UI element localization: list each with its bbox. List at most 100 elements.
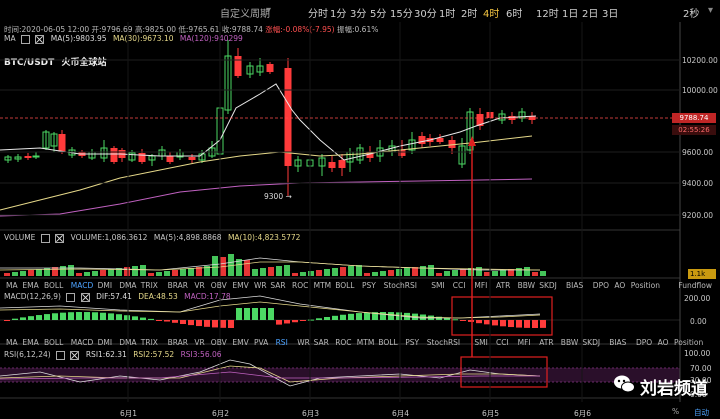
indicator-tab-wr[interactable]: WR — [297, 338, 310, 347]
indicator-tab-boll[interactable]: BOLL — [378, 338, 398, 347]
indicator-tab-obv[interactable]: OBV — [210, 338, 227, 347]
percent-toggle[interactable]: % — [672, 407, 680, 416]
indicator-tab-sar[interactable]: SAR — [313, 338, 329, 347]
interval-5[interactable]: 30分 — [414, 9, 437, 20]
indicator-tab-dma[interactable]: DMA — [119, 338, 137, 347]
interval-12[interactable]: 2日 — [582, 9, 599, 20]
indicator-tab-boll[interactable]: BOLL — [44, 281, 64, 290]
macd-bar — [244, 308, 250, 320]
indicator-tab-vr[interactable]: VR — [194, 281, 205, 290]
volume-bar — [332, 268, 338, 276]
close-icon[interactable] — [70, 350, 80, 360]
rsi3-line — [0, 371, 540, 380]
settings-box-icon[interactable] — [21, 34, 30, 44]
indicator-tab-smi[interactable]: SMI — [474, 338, 488, 347]
interval-11[interactable]: 1日 — [562, 9, 579, 20]
interval-1[interactable]: 1分 — [330, 9, 347, 20]
volume-bar — [428, 265, 434, 276]
rsi-tick-100: 100.00 — [684, 349, 711, 358]
indicator-tab-stochrsi[interactable]: StochRSI — [383, 281, 417, 290]
interval-13[interactable]: 3日 — [602, 9, 619, 20]
indicator-tab-mfi[interactable]: MFI — [474, 281, 488, 290]
indicator-tab-roc[interactable]: ROC — [335, 338, 352, 347]
indicator-tab-ao[interactable]: AO — [614, 281, 626, 290]
settings-box-icon[interactable] — [66, 292, 76, 302]
indicator-tab-psy[interactable]: PSY — [405, 338, 420, 347]
indicator-tab-ema[interactable]: EMA — [22, 338, 39, 347]
interval-3[interactable]: 5分 — [370, 9, 387, 20]
indicator-tab-sar[interactable]: SAR — [270, 281, 286, 290]
volume-bar — [476, 267, 482, 276]
indicator-tab-ema[interactable]: EMA — [22, 281, 39, 290]
indicator-tab-brar[interactable]: BRAR — [167, 281, 188, 290]
indicator-tab-obv[interactable]: OBV — [210, 281, 227, 290]
indicator-tab-mtm[interactable]: MTM — [356, 338, 375, 347]
interval-8[interactable]: 4时 — [483, 9, 500, 20]
candle-body — [110, 148, 118, 162]
indicator-tab-dpo[interactable]: DPO — [592, 281, 609, 290]
volume-bar — [260, 268, 266, 276]
indicator-tab-ma[interactable]: MA — [6, 338, 18, 347]
indicator-tab-rsi[interactable]: RSI — [275, 338, 288, 347]
indicator-tab-ao[interactable]: AO — [657, 338, 669, 347]
indicator-tab-macd[interactable]: MACD — [70, 338, 94, 347]
volume-bar — [492, 271, 498, 276]
indicator-tab-atr[interactable]: ATR — [539, 338, 554, 347]
indicator-tab-bias[interactable]: BIAS — [609, 338, 627, 347]
custom-period-chevron-icon[interactable]: ▾ — [266, 5, 272, 16]
indicator-tab-vr[interactable]: VR — [194, 338, 205, 347]
interval-0[interactable]: 分时 — [308, 9, 328, 20]
interval-7[interactable]: 2时 — [461, 9, 478, 20]
indicator-tab-wr[interactable]: WR — [254, 281, 267, 290]
interval-4[interactable]: 15分 — [390, 9, 413, 20]
indicator-tab-cci[interactable]: CCI — [496, 338, 509, 347]
indicator-tab-boll[interactable]: BOLL — [335, 281, 355, 290]
close-icon[interactable] — [35, 34, 45, 44]
indicator-tab-atr[interactable]: ATR — [496, 281, 511, 290]
interval-10[interactable]: 12时 — [536, 9, 559, 20]
indicator-tab-fundflow[interactable]: Fundflow — [678, 281, 713, 290]
indicator-tab-brar[interactable]: BRAR — [167, 338, 188, 347]
indicator-tab-trix[interactable]: TRIX — [140, 338, 158, 347]
interval-9[interactable]: 6时 — [506, 9, 523, 20]
indicator-tab-bias[interactable]: BIAS — [566, 281, 584, 290]
indicator-tab-emv[interactable]: EMV — [232, 338, 249, 347]
indicator-tab-macd[interactable]: MACD — [70, 281, 94, 290]
candle-body — [418, 136, 426, 144]
indicator-tab-skdj[interactable]: SKDJ — [582, 338, 601, 347]
chevron-down-icon[interactable]: ▾ — [708, 5, 714, 16]
indicator-tab-dma[interactable]: DMA — [119, 281, 137, 290]
indicator-tab-dmi[interactable]: DMI — [97, 281, 113, 290]
volume-ma5-line — [0, 257, 540, 271]
indicator-tab-boll[interactable]: BOLL — [44, 338, 64, 347]
indicator-tab-ma[interactable]: MA — [6, 281, 18, 290]
indicator-tab-smi[interactable]: SMI — [431, 281, 445, 290]
settings-box-icon[interactable] — [40, 233, 50, 243]
indicator-tab-position[interactable]: Position — [674, 338, 704, 347]
volume-bar — [460, 269, 466, 276]
custom-period-button[interactable]: 自定义周期 — [220, 9, 270, 20]
indicator-tab-skdj[interactable]: SKDJ — [539, 281, 557, 290]
indicator-tab-mfi[interactable]: MFI — [517, 338, 531, 347]
settings-box-icon[interactable] — [56, 350, 66, 360]
close-icon[interactable] — [80, 292, 90, 302]
indicator-tab-stochrsi[interactable]: StochRSI — [426, 338, 461, 347]
indicator-tab-emv[interactable]: EMV — [232, 281, 249, 290]
indicator-tab-roc[interactable]: ROC — [292, 281, 309, 290]
indicator-tab-mtm[interactable]: MTM — [313, 281, 332, 290]
auto-scale-toggle[interactable]: 自动 — [694, 408, 709, 417]
indicator-tab-dpo[interactable]: DPO — [636, 338, 653, 347]
interval-6[interactable]: 1时 — [439, 9, 456, 20]
indicator-tab-dmi[interactable]: DMI — [97, 338, 113, 347]
interval-2[interactable]: 3分 — [350, 9, 367, 20]
indicator-tab-psy[interactable]: PSY — [362, 281, 376, 290]
volume-ma10: MA(10):4,823.5772 — [227, 233, 301, 242]
indicator-tab-bbw[interactable]: BBW — [517, 281, 536, 290]
indicator-tab-pva[interactable]: PVA — [254, 338, 269, 347]
close-icon[interactable] — [55, 233, 65, 243]
indicator-tab-cci[interactable]: CCI — [452, 281, 466, 290]
indicator-tab-position[interactable]: Position — [630, 281, 660, 290]
indicator-tab-trix[interactable]: TRIX — [140, 281, 158, 290]
indicator-tab-bbw[interactable]: BBW — [560, 338, 579, 347]
